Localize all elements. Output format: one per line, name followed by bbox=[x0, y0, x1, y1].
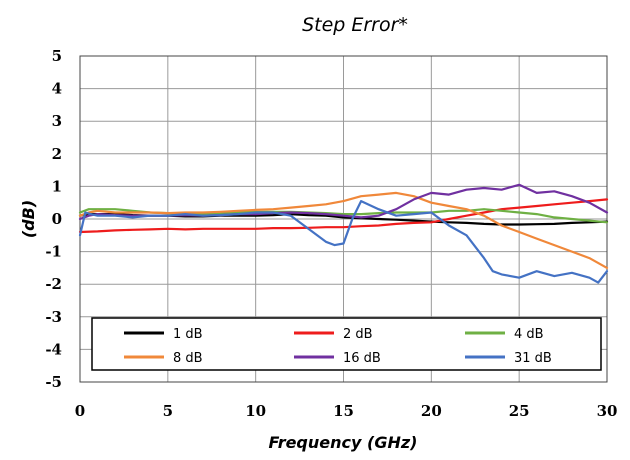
y-tick-label: 5 bbox=[52, 47, 62, 65]
y-tick-label: 3 bbox=[52, 112, 62, 130]
x-axis-label: Frequency (GHz) bbox=[269, 433, 418, 452]
y-tick-label: 2 bbox=[52, 145, 62, 163]
legend-label: 1 dB bbox=[173, 327, 203, 342]
y-tick-label: 4 bbox=[52, 80, 62, 98]
legend-box bbox=[91, 317, 602, 371]
legend-label: 31 dB bbox=[514, 351, 552, 366]
x-tick-label: 15 bbox=[333, 402, 354, 420]
legend: 1 dB 2 dB 4 dB 8 dB 16 dB 31 dB bbox=[91, 317, 602, 371]
legend-label: 16 dB bbox=[343, 351, 381, 366]
series-line-2-db bbox=[78, 198, 609, 234]
y-tick-label: -4 bbox=[45, 340, 62, 358]
x-tick-label: 10 bbox=[245, 402, 266, 420]
data-lines bbox=[78, 183, 609, 284]
y-tick-label: 0 bbox=[52, 210, 62, 228]
y-tick-label: -3 bbox=[45, 308, 62, 326]
series-line-31-db bbox=[78, 200, 609, 284]
x-axis: 0 5 10 15 20 25 30 bbox=[75, 402, 618, 420]
x-tick-label: 0 bbox=[75, 402, 85, 420]
y-tick-label: -2 bbox=[45, 275, 62, 293]
x-tick-label: 5 bbox=[163, 402, 173, 420]
y-tick-label: -5 bbox=[45, 373, 62, 391]
x-tick-label: 30 bbox=[597, 402, 618, 420]
series-line-8-db bbox=[78, 191, 609, 269]
legend-label: 8 dB bbox=[173, 351, 203, 366]
legend-label: 4 dB bbox=[514, 327, 544, 342]
y-axis-label: (dB) bbox=[19, 200, 38, 238]
x-tick-label: 25 bbox=[509, 402, 530, 420]
chart-title: Step Error* bbox=[302, 14, 408, 36]
x-tick-label: 20 bbox=[421, 402, 442, 420]
y-tick-label: -1 bbox=[45, 243, 62, 261]
legend-label: 2 dB bbox=[343, 327, 373, 342]
y-axis: 5 4 3 2 1 0 -1 -2 -3 -4 -5 bbox=[45, 47, 62, 391]
y-tick-label: 1 bbox=[52, 177, 62, 195]
